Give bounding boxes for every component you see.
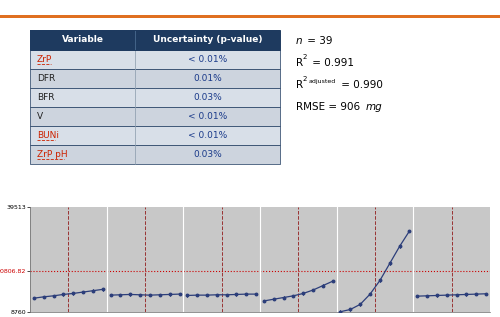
Text: 2: 2	[303, 54, 308, 60]
Text: R: R	[296, 80, 303, 90]
Bar	[30, 50, 280, 69]
Text: BUNi: BUNi	[37, 131, 59, 140]
Text: adjusted: adjusted	[309, 79, 336, 84]
Text: V: V	[37, 112, 43, 121]
Bar	[30, 107, 280, 126]
Bar	[30, 30, 280, 50]
Text: www.medscape.com: www.medscape.com	[164, 2, 256, 11]
Text: ZrP: ZrP	[37, 55, 52, 64]
Bar	[30, 88, 280, 107]
Text: ®: ®	[72, 3, 79, 8]
Bar	[0, 15, 500, 18]
Text: 0.03%: 0.03%	[193, 93, 222, 102]
Bar	[30, 30, 280, 50]
Text: mg: mg	[366, 102, 383, 112]
Bar	[30, 145, 280, 164]
Text: Medscape: Medscape	[11, 2, 69, 11]
Bar	[30, 126, 280, 145]
Text: = 39: = 39	[304, 36, 332, 46]
Text: < 0.01%: < 0.01%	[188, 55, 227, 64]
Text: DFR: DFR	[37, 74, 55, 83]
Text: R: R	[296, 58, 303, 68]
Text: Uncertainty (p-value): Uncertainty (p-value)	[153, 36, 262, 44]
Text: 0.03%: 0.03%	[193, 150, 222, 159]
Text: BFR: BFR	[37, 93, 54, 102]
Text: < 0.01%: < 0.01%	[188, 112, 227, 121]
Text: n: n	[296, 36, 302, 46]
Bar	[30, 69, 280, 88]
Text: 2: 2	[303, 76, 308, 82]
Text: ZrP pH: ZrP pH	[37, 150, 68, 159]
Text: Variable: Variable	[62, 36, 104, 44]
Text: 0.01%: 0.01%	[193, 74, 222, 83]
Text: = 0.990: = 0.990	[338, 80, 383, 90]
Text: RMSE = 906: RMSE = 906	[296, 102, 364, 112]
Text: < 0.01%: < 0.01%	[188, 131, 227, 140]
Text: = 0.991: = 0.991	[309, 58, 354, 68]
